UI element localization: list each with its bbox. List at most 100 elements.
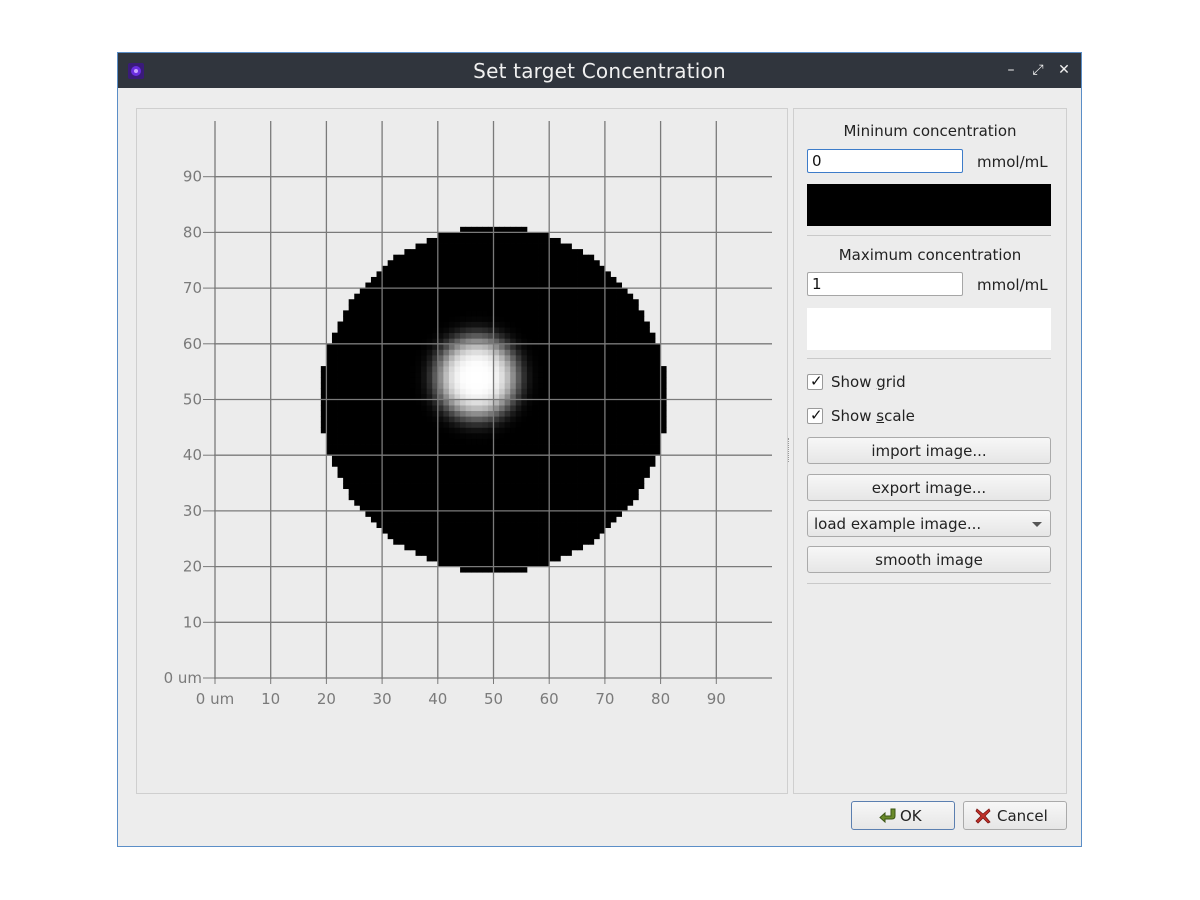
image-pixel	[460, 561, 467, 567]
image-pixel	[476, 460, 483, 467]
image-pixel	[382, 410, 389, 417]
image-pixel	[354, 371, 361, 378]
image-pixel	[370, 321, 377, 328]
image-pixel	[643, 360, 650, 367]
image-pixel	[393, 399, 400, 406]
image-pixel	[604, 393, 611, 400]
image-pixel	[437, 366, 444, 373]
export-image-button[interactable]: export image...	[807, 474, 1051, 501]
image-pixel	[588, 310, 595, 317]
image-pixel	[426, 349, 433, 356]
image-pixel	[393, 393, 400, 400]
image-pixel	[404, 427, 411, 434]
image-pixel	[582, 354, 589, 361]
max-color-swatch[interactable]	[807, 308, 1051, 350]
image-pixel	[404, 338, 411, 345]
image-pixel	[432, 421, 439, 428]
image-pixel	[359, 343, 366, 350]
image-pixel	[487, 483, 494, 490]
image-pixel	[588, 427, 595, 434]
image-pixel	[398, 343, 405, 350]
image-pixel	[621, 405, 628, 412]
image-pixel	[343, 349, 350, 356]
image-pixel	[359, 460, 366, 467]
image-pixel	[359, 327, 366, 334]
image-pixel	[443, 421, 450, 428]
image-pixel	[398, 360, 405, 367]
image-pixel	[510, 427, 517, 434]
image-pixel	[538, 499, 545, 506]
image-pixel	[655, 449, 661, 456]
splitter-handle[interactable]	[788, 438, 793, 462]
image-pixel	[577, 360, 584, 367]
image-pixel	[549, 310, 556, 317]
image-pixel	[504, 366, 511, 373]
image-pixel	[415, 310, 422, 317]
image-pixel	[521, 522, 528, 529]
image-pixel	[359, 466, 366, 473]
image-pixel	[499, 527, 506, 534]
image-pixel	[460, 477, 467, 484]
image-pixel	[604, 455, 611, 462]
image-pixel	[471, 483, 478, 490]
image-pixel	[454, 265, 461, 272]
title-bar[interactable]: Set target Concentration – ⤢ ✕	[118, 53, 1081, 88]
image-pixel	[460, 226, 467, 233]
image-pixel	[638, 466, 645, 473]
image-pixel	[387, 533, 394, 540]
image-pixel	[571, 438, 578, 445]
image-pixel	[471, 232, 478, 239]
concentration-plot[interactable]: 0 um 10 20 30 40 50 60 70 80 900 um10203040506070…	[137, 109, 787, 793]
image-pixel	[554, 516, 561, 523]
image-pixel	[582, 377, 589, 384]
image-pixel	[604, 460, 611, 467]
load-example-combo[interactable]: load example image...	[807, 510, 1051, 537]
maximize-button[interactable]: ⤢	[1032, 62, 1044, 78]
image-pixel	[604, 388, 611, 395]
image-pixel	[471, 527, 478, 534]
image-pixel	[382, 360, 389, 367]
image-pixel	[499, 544, 506, 551]
cancel-button[interactable]: Cancel	[963, 801, 1067, 830]
image-pixel	[588, 499, 595, 506]
image-pixel	[471, 416, 478, 423]
show-scale-checkbox-box[interactable]: ✓	[807, 406, 823, 424]
image-pixel	[599, 460, 606, 467]
close-button[interactable]: ✕	[1058, 62, 1070, 78]
image-pixel	[571, 310, 578, 317]
minimize-button[interactable]: –	[1007, 62, 1015, 78]
image-pixel	[343, 388, 350, 395]
image-pixel	[526, 382, 533, 389]
image-pixel	[499, 249, 506, 256]
image-pixel	[610, 315, 617, 322]
image-pixel	[421, 332, 428, 339]
image-pixel	[465, 226, 472, 233]
image-pixel	[476, 254, 483, 261]
image-pixel	[370, 371, 377, 378]
import-image-button[interactable]: import image...	[807, 437, 1051, 464]
image-pixel	[426, 477, 433, 484]
image-pixel	[643, 405, 650, 412]
ok-button[interactable]: OK	[851, 801, 955, 830]
smooth-image-button[interactable]: smooth image	[807, 546, 1051, 573]
image-pixel	[415, 332, 422, 339]
image-pixel	[638, 471, 645, 478]
image-pixel	[543, 477, 550, 484]
max-concentration-input[interactable]	[807, 272, 963, 296]
image-pixel	[526, 354, 533, 361]
show-grid-checkbox-box[interactable]: ✓	[807, 372, 823, 390]
image-pixel	[409, 444, 416, 451]
image-pixel	[616, 510, 623, 517]
image-pixel	[543, 533, 550, 540]
image-pixel	[621, 388, 628, 395]
image-pixel	[649, 349, 656, 356]
image-pixel	[510, 243, 517, 250]
min-color-swatch[interactable]	[807, 184, 1051, 226]
image-pixel	[460, 538, 467, 545]
image-pixel	[437, 360, 444, 367]
min-concentration-input[interactable]	[807, 149, 963, 173]
image-pixel	[543, 332, 550, 339]
image-pixel	[549, 449, 556, 456]
image-pixel	[554, 304, 561, 311]
image-pixel	[370, 460, 377, 467]
